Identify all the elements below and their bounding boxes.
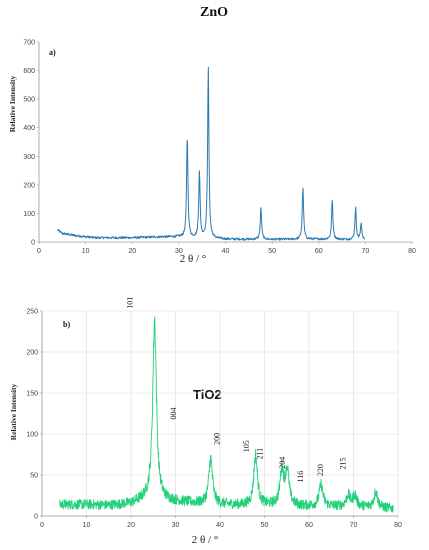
reflection-label-200: 200 bbox=[213, 433, 222, 445]
zno-x-axis-label: 2 θ / ° bbox=[180, 253, 206, 265]
tio2-series-label: TiO2 bbox=[193, 387, 222, 402]
tio2-y-axis-label: Relative Intensity bbox=[9, 384, 18, 441]
y-tick-label: 150 bbox=[26, 391, 38, 398]
tio2-xrd-panel: b) TiO2 Relative Intensity 0501001502002… bbox=[9, 297, 402, 546]
x-tick-label: 20 bbox=[128, 248, 136, 255]
x-tick-label: 30 bbox=[175, 248, 183, 255]
x-tick-label: 0 bbox=[40, 522, 44, 529]
x-tick-label: 10 bbox=[82, 248, 90, 255]
zno-chart-title: ZnO bbox=[200, 5, 228, 20]
y-tick-label: 100 bbox=[23, 211, 35, 218]
y-tick-label: 300 bbox=[23, 154, 35, 161]
y-tick-label: 600 bbox=[23, 68, 35, 75]
y-tick-label: 700 bbox=[23, 40, 35, 47]
x-tick-label: 20 bbox=[127, 522, 135, 529]
x-tick-label: 80 bbox=[408, 248, 416, 255]
y-tick-label: 0 bbox=[31, 240, 35, 247]
y-tick-label: 50 bbox=[30, 473, 38, 480]
reflection-label-116: 116 bbox=[296, 471, 305, 483]
x-tick-label: 10 bbox=[83, 522, 91, 529]
x-tick-label: 40 bbox=[216, 522, 224, 529]
x-tick-label: 70 bbox=[361, 248, 369, 255]
reflection-label-215: 215 bbox=[339, 458, 348, 470]
y-tick-label: 400 bbox=[23, 125, 35, 132]
x-tick-label: 80 bbox=[394, 522, 402, 529]
y-tick-label: 500 bbox=[23, 97, 35, 104]
panel-a-label: a) bbox=[49, 48, 56, 57]
x-tick-label: 0 bbox=[37, 248, 41, 255]
y-tick-label: 200 bbox=[23, 182, 35, 189]
zno-y-axis-label: Relative Intensity bbox=[8, 76, 17, 133]
reflection-label-101: 101 bbox=[125, 297, 134, 309]
zno-xrd-panel: ZnO a) Relative Intensity 01002003004005… bbox=[8, 5, 416, 265]
y-tick-label: 0 bbox=[34, 514, 38, 521]
panel-b-label: b) bbox=[63, 320, 70, 329]
reflection-label-004: 004 bbox=[169, 408, 178, 420]
x-tick-label: 50 bbox=[261, 522, 269, 529]
x-tick-label: 50 bbox=[268, 248, 276, 255]
zno-diffraction-line bbox=[57, 66, 366, 241]
x-tick-label: 40 bbox=[222, 248, 230, 255]
y-tick-label: 250 bbox=[26, 309, 38, 316]
reflection-label-220: 220 bbox=[316, 464, 325, 476]
reflection-label-204: 204 bbox=[278, 457, 287, 469]
x-tick-label: 60 bbox=[305, 522, 313, 529]
y-tick-label: 200 bbox=[26, 350, 38, 357]
x-tick-label: 60 bbox=[315, 248, 323, 255]
tio2-x-axis-label: 2 θ / ° bbox=[192, 534, 218, 546]
y-tick-label: 100 bbox=[26, 432, 38, 439]
reflection-label-105: 105 bbox=[242, 440, 251, 452]
x-tick-label: 70 bbox=[350, 522, 358, 529]
tio2-diffraction-line bbox=[59, 316, 394, 513]
reflection-label-211: 211 bbox=[255, 448, 264, 460]
x-tick-label: 30 bbox=[172, 522, 180, 529]
